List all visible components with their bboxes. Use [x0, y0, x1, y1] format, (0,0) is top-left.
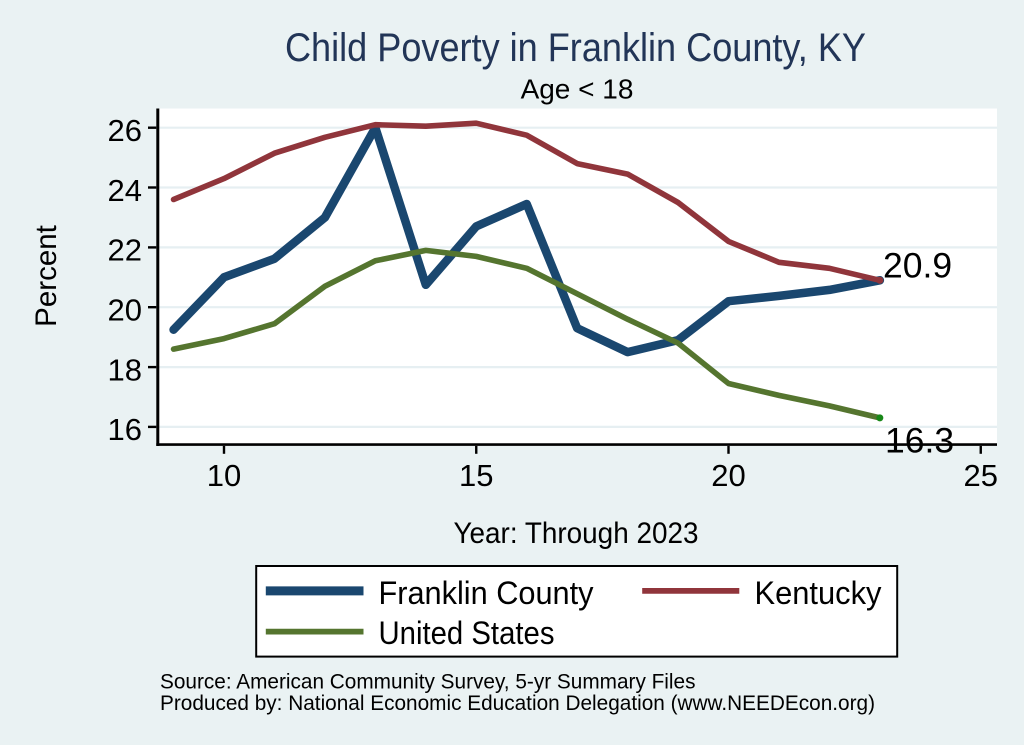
svg-text:10: 10 [207, 458, 241, 493]
svg-text:26: 26 [108, 113, 142, 148]
svg-text:18: 18 [108, 352, 142, 387]
svg-text:16: 16 [108, 412, 142, 447]
svg-text:Produced by: National Economic: Produced by: National Economic Education… [160, 691, 875, 715]
svg-text:Year: Through 2023: Year: Through 2023 [454, 517, 699, 550]
svg-text:22: 22 [108, 233, 142, 268]
svg-text:Percent: Percent [30, 225, 63, 327]
svg-text:20: 20 [711, 458, 745, 493]
svg-text:25: 25 [964, 458, 998, 493]
svg-text:16.3: 16.3 [885, 421, 954, 461]
svg-text:20.9: 20.9 [883, 245, 952, 285]
svg-text:Age < 18: Age < 18 [521, 74, 634, 105]
svg-text:Franklin County: Franklin County [379, 575, 595, 611]
svg-text:15: 15 [459, 458, 493, 493]
svg-text:20: 20 [108, 293, 142, 328]
svg-text:24: 24 [108, 173, 142, 208]
svg-text:Child Poverty in Franklin Coun: Child Poverty in Franklin County, KY [285, 26, 866, 70]
svg-text:Kentucky: Kentucky [755, 575, 883, 611]
svg-text:Source: American Community Sur: Source: American Community Survey, 5-yr … [160, 670, 696, 694]
svg-text:United States: United States [379, 615, 555, 651]
